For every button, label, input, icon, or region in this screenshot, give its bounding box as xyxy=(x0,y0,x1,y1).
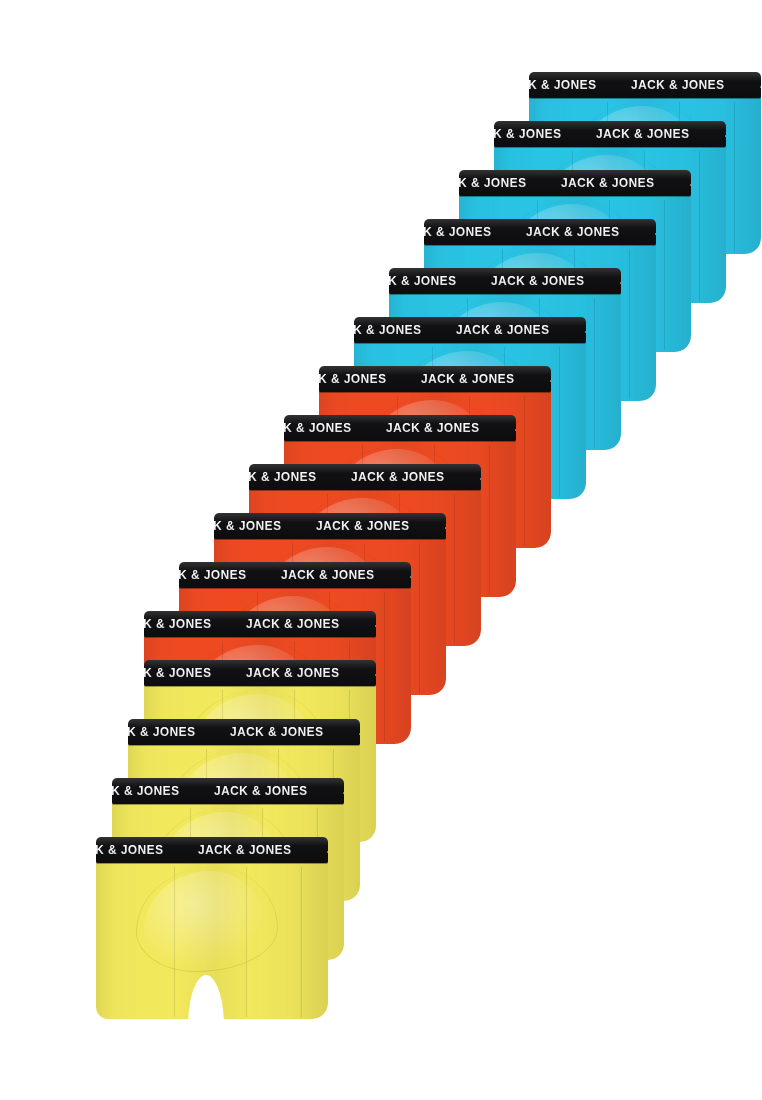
brand-logo: JACK & JONES xyxy=(725,127,726,141)
brand-logo: JACK & JONES xyxy=(198,843,292,857)
brand-logo: JACK & JONES xyxy=(480,470,481,484)
brand-logo: JACK & JONES xyxy=(319,372,387,386)
brand-logo: JACK & JONES xyxy=(596,127,690,141)
brand-logo: JACK & JONES xyxy=(515,421,516,435)
fabric-seam xyxy=(559,347,560,497)
brand-logo: JACK & JONES xyxy=(249,470,317,484)
brand-logo: JACK & JONES xyxy=(550,372,551,386)
brand-logo: JACK & JONES xyxy=(585,323,586,337)
fabric-seam xyxy=(246,867,247,1017)
fabric-seam xyxy=(384,592,385,742)
brand-logo: JACK & JONES xyxy=(246,617,340,631)
brand-logo: JACK & JONES xyxy=(529,78,597,92)
brand-logo: JACK & JONES xyxy=(112,784,180,798)
trunk-body xyxy=(96,837,328,1019)
fabric-seam xyxy=(301,867,302,1017)
brand-logo: JACK & JONES xyxy=(179,568,247,582)
brand-logo: JACK & JONES xyxy=(343,784,344,798)
brand-logo: JACK & JONES xyxy=(760,78,761,92)
fabric-seam xyxy=(629,249,630,399)
brand-logo: JACK & JONES xyxy=(690,176,691,190)
brand-logo: JACK & JONES xyxy=(561,176,655,190)
brand-logo: JACK & JONES xyxy=(214,784,308,798)
brand-logo: JACK & JONES xyxy=(655,225,656,239)
brand-logo: JACK & JONES xyxy=(445,519,446,533)
fabric-seam xyxy=(174,867,175,1017)
brand-logo: JACK & JONES xyxy=(351,470,445,484)
brand-logo: JACK & JONES xyxy=(281,568,375,582)
fabric-seam xyxy=(419,543,420,693)
brand-logo: JACK & JONES xyxy=(494,127,562,141)
brand-logo: JACK & JONES xyxy=(526,225,620,239)
fabric-seam xyxy=(489,445,490,595)
brand-logo: JACK & JONES xyxy=(327,843,328,857)
fabric-seam xyxy=(699,151,700,301)
brand-logo: JACK & JONES xyxy=(128,725,196,739)
fabric-seam xyxy=(524,396,525,546)
brand-logo: JACK & JONES xyxy=(144,617,212,631)
fabric-seam xyxy=(734,102,735,252)
brand-logo: JACK & JONES xyxy=(316,519,410,533)
brand-logo: JACK & JONES xyxy=(96,843,164,857)
brand-logo: JACK & JONES xyxy=(631,78,725,92)
brand-logo: JACK & JONES xyxy=(354,323,422,337)
brand-logo: JACK & JONES xyxy=(491,274,585,288)
brand-logo: JACK & JONES xyxy=(421,372,515,386)
fabric-seam xyxy=(454,494,455,644)
brand-logo: JACK & JONES xyxy=(359,725,360,739)
fabric-seam xyxy=(594,298,595,448)
brand-logo: JACK & JONES xyxy=(246,666,340,680)
brand-logo: JACK & JONES xyxy=(284,421,352,435)
brand-logo: JACK & JONES xyxy=(456,323,550,337)
brand-logo: JACK & JONES xyxy=(386,421,480,435)
fabric-seam xyxy=(664,200,665,350)
brand-logo: JACK & JONES xyxy=(459,176,527,190)
brand-logo: JACK & JONES xyxy=(375,666,376,680)
brand-logo: JACK & JONES xyxy=(214,519,282,533)
pouch-seam xyxy=(136,867,278,972)
brand-logo: JACK & JONES xyxy=(375,617,376,631)
brand-logo: JACK & JONES xyxy=(144,666,212,680)
brand-logo: JACK & JONES xyxy=(410,568,411,582)
brand-logo: JACK & JONES xyxy=(389,274,457,288)
brand-logo: JACK & JONES xyxy=(230,725,324,739)
brand-logo: JACK & JONES xyxy=(424,225,492,239)
brand-logo: JACK & JONES xyxy=(620,274,621,288)
